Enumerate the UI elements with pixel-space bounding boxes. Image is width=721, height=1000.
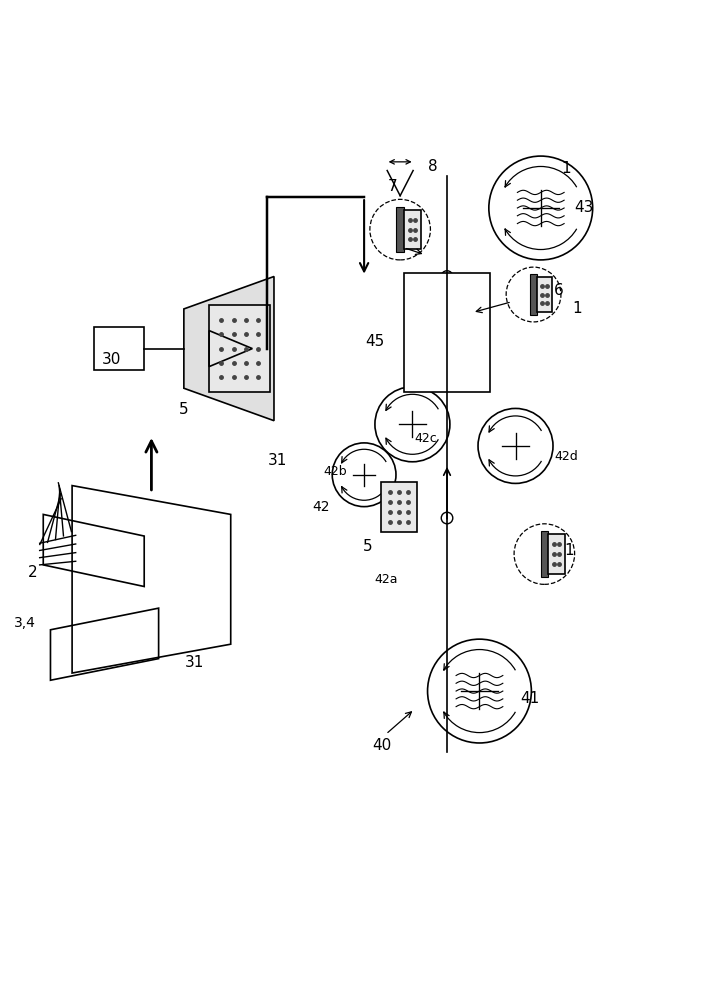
Polygon shape bbox=[184, 276, 274, 421]
Text: 31: 31 bbox=[185, 655, 204, 670]
Circle shape bbox=[441, 271, 453, 282]
Text: 43: 43 bbox=[575, 200, 593, 215]
Text: 1: 1 bbox=[565, 543, 575, 558]
Text: 7: 7 bbox=[388, 179, 398, 194]
Text: 31: 31 bbox=[268, 453, 287, 468]
Text: 41: 41 bbox=[521, 691, 539, 706]
Text: 5: 5 bbox=[179, 402, 189, 417]
Text: 2: 2 bbox=[27, 565, 37, 580]
Circle shape bbox=[441, 512, 453, 524]
Text: 1: 1 bbox=[572, 301, 582, 316]
Bar bbox=[94, 327, 144, 370]
Text: 45: 45 bbox=[366, 334, 384, 349]
Text: 42b: 42b bbox=[324, 465, 347, 478]
Text: 8: 8 bbox=[428, 159, 438, 174]
Text: 1: 1 bbox=[561, 161, 571, 176]
Bar bbox=[209, 305, 270, 392]
Bar bbox=[396, 207, 404, 252]
Bar bbox=[381, 482, 417, 532]
Bar bbox=[530, 274, 537, 315]
Text: 42: 42 bbox=[312, 500, 329, 514]
Text: 40: 40 bbox=[373, 738, 392, 753]
Bar bbox=[541, 531, 548, 577]
Text: 6: 6 bbox=[554, 283, 564, 298]
Bar bbox=[404, 210, 421, 249]
Text: 3,4: 3,4 bbox=[14, 616, 36, 630]
Text: 42a: 42a bbox=[374, 573, 397, 586]
Bar bbox=[404, 273, 490, 392]
Circle shape bbox=[441, 339, 453, 351]
Text: 30: 30 bbox=[102, 352, 121, 367]
Text: 42d: 42d bbox=[554, 450, 578, 463]
Text: 5: 5 bbox=[363, 539, 373, 554]
Bar bbox=[537, 277, 552, 312]
Bar bbox=[548, 534, 565, 574]
Text: 42c: 42c bbox=[414, 432, 437, 445]
